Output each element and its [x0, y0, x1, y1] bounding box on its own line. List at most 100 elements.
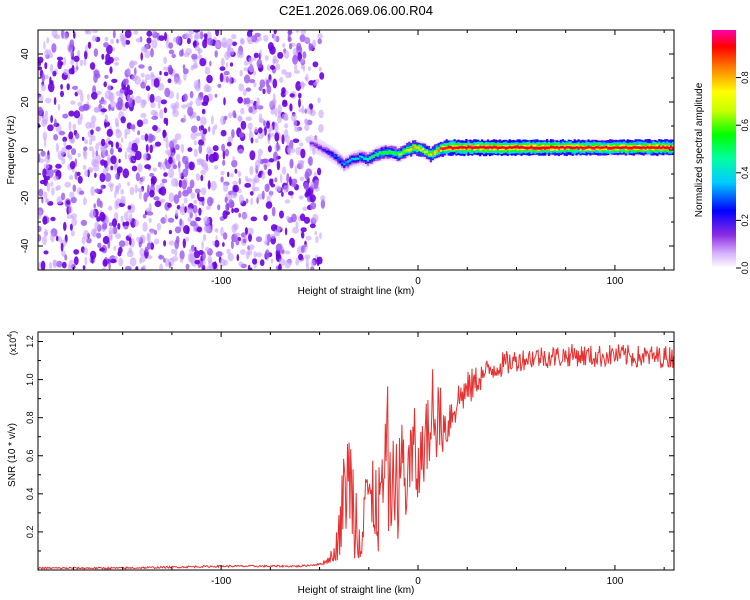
- spectrogram-speckle: [70, 229, 75, 237]
- spectrogram-speckle: [192, 225, 197, 232]
- spectrogram-speckle: [76, 171, 81, 177]
- spectrogram-speckle: [95, 126, 101, 132]
- spectrogram-speckle: [234, 168, 238, 174]
- spectrogram-speckle: [312, 213, 319, 223]
- spectrogram-speckle: [149, 144, 153, 154]
- spectrogram-speckle: [55, 163, 62, 169]
- spectrogram-speckle: [255, 236, 262, 243]
- spectrogram-speckle: [225, 211, 230, 216]
- spectrogram-speckle: [110, 38, 114, 45]
- spectrogram-speckle: [62, 113, 69, 119]
- spectrogram-speckle: [275, 252, 281, 259]
- spectrogram-speckle: [99, 247, 106, 252]
- spectrogram-speckle: [247, 264, 251, 270]
- spectrogram-speckle: [132, 60, 138, 66]
- spectrogram-speckle: [149, 189, 155, 198]
- spectrogram-speckle: [179, 49, 184, 57]
- spectrogram-speckle: [140, 112, 147, 118]
- spectrogram-speckle: [133, 156, 137, 161]
- spectrogram-ytick-label: -40: [20, 238, 31, 253]
- spectrogram-ridge-cell: [406, 149, 409, 152]
- spectrogram-speckle: [149, 172, 155, 177]
- spectrogram-ridge-cell: [587, 145, 590, 148]
- spectrogram-speckle: [227, 136, 234, 143]
- spectrogram-speckle: [167, 217, 175, 223]
- spectrogram-speckle: [50, 115, 53, 123]
- spectrogram-ridge-cell: [437, 147, 440, 152]
- spectrogram-speckle: [140, 134, 146, 141]
- spectrogram-speckle: [307, 66, 311, 71]
- spectrogram-speckle: [118, 246, 123, 254]
- spectrogram-speckle: [159, 70, 162, 76]
- snr-ytick-label: 1.2: [25, 335, 35, 348]
- spectrogram-speckle: [248, 64, 255, 73]
- spectrogram-speckle: [275, 243, 283, 252]
- spectrogram-ridge-cell: [327, 150, 330, 153]
- spectrogram-speckle: [206, 74, 213, 84]
- spectrogram-speckle: [89, 121, 96, 129]
- spectrogram-speckle: [145, 73, 151, 81]
- spectrogram-speckle: [61, 192, 66, 201]
- spectrogram-speckle: [60, 90, 64, 98]
- spectrogram-speckle: [220, 226, 224, 237]
- spectrogram-speckle: [69, 39, 75, 49]
- spectrogram-speckle: [108, 205, 113, 211]
- spectrogram-speckle: [269, 124, 274, 132]
- spectrogram-speckle: [319, 232, 322, 240]
- spectrogram-speckle: [259, 49, 262, 59]
- spectrogram-speckle: [110, 258, 117, 264]
- colorbar-tick-label: 0.4: [740, 167, 750, 180]
- spectrogram-speckle: [259, 259, 265, 267]
- spectrogram-speckle: [136, 187, 144, 193]
- spectrogram-speckle: [127, 181, 130, 187]
- spectrogram-speckle: [38, 114, 42, 123]
- spectrogram-speckle: [236, 254, 240, 262]
- spectrogram-speckle: [118, 240, 126, 248]
- spectrogram-ridge-cell: [390, 151, 393, 154]
- spectrogram-speckle: [56, 196, 63, 205]
- spectrogram-speckle: [163, 257, 166, 263]
- spectrogram-speckle: [102, 267, 106, 270]
- spectrogram-speckle: [249, 165, 254, 176]
- spectrogram-ridge-cell: [670, 145, 673, 148]
- spectrogram-speckle: [317, 167, 322, 176]
- spectrogram-speckle: [222, 149, 226, 160]
- spectrogram-ridge-cell: [439, 147, 442, 150]
- spectrogram-speckle: [120, 195, 126, 204]
- spectrogram-speckle: [41, 73, 45, 83]
- spectrogram-speckle: [291, 178, 298, 185]
- spectrogram-speckle: [167, 202, 172, 208]
- spectrogram-speckle: [72, 123, 77, 131]
- spectrogram-ridge-cell: [359, 155, 362, 158]
- spectrogram-speckle: [75, 133, 80, 140]
- spectrogram-speckle: [150, 71, 155, 78]
- spectrogram-speckle: [192, 111, 197, 119]
- spectrogram-speckle: [55, 186, 59, 191]
- colorbar-gradient: [712, 30, 736, 268]
- spectrogram-speckle: [238, 83, 244, 92]
- spectrogram-speckle: [244, 182, 252, 188]
- spectrogram-speckle: [219, 258, 226, 267]
- spectrogram-speckle: [233, 113, 237, 119]
- spectrogram-speckle: [64, 254, 68, 261]
- spectrogram-speckle: [271, 206, 276, 217]
- spectrogram-speckle: [139, 247, 145, 257]
- spectrogram-speckle: [38, 61, 42, 66]
- spectrogram-speckle: [317, 33, 323, 39]
- spectrogram-speckle: [304, 171, 310, 180]
- spectrogram-speckle: [142, 264, 146, 270]
- spectrogram-ridge-cell: [343, 163, 346, 166]
- spectrogram-speckle: [91, 158, 97, 168]
- spectrogram-speckle: [196, 226, 202, 233]
- spectrogram-speckle: [76, 89, 83, 95]
- spectrogram-speckle: [276, 225, 282, 231]
- spectrogram-speckle: [42, 216, 48, 225]
- spectrogram-speckle: [95, 90, 102, 95]
- spectrogram-ridge-cell: [366, 158, 369, 161]
- spectrogram-speckle: [275, 63, 281, 71]
- spectrogram-speckle: [215, 30, 220, 37]
- spectrogram-speckle: [296, 42, 302, 51]
- spectrogram-ridge-cell: [349, 159, 352, 162]
- spectrogram-speckle: [295, 30, 300, 33]
- spectrogram-speckle: [291, 183, 297, 188]
